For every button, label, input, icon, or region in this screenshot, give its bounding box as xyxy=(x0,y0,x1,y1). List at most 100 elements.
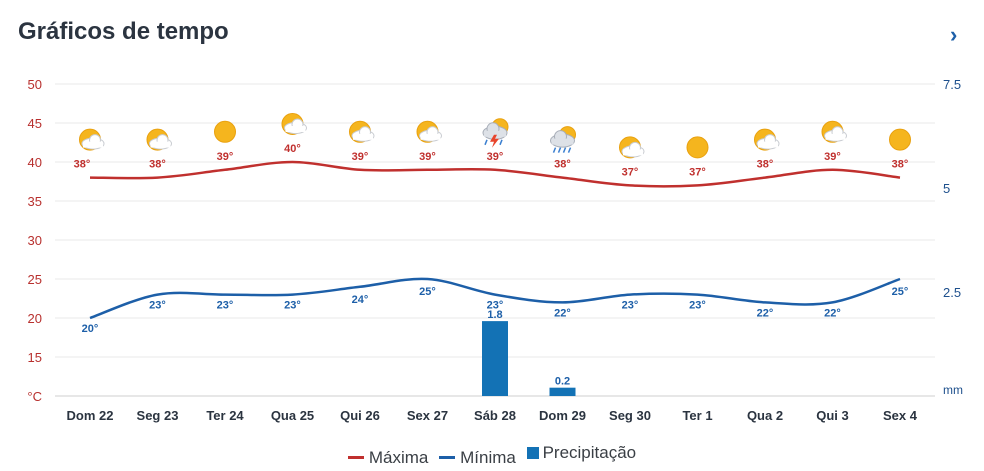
legend-item-precip[interactable]: Precipitação xyxy=(526,443,637,463)
cloud-fill xyxy=(83,141,103,148)
legend-swatch-precip xyxy=(526,447,539,459)
x-tick-label: Sex 27 xyxy=(407,408,448,423)
rain-drop xyxy=(562,147,567,153)
max-temp-label: 39° xyxy=(419,151,436,163)
cloud-fill xyxy=(758,141,778,148)
x-tick-label: Sáb 28 xyxy=(474,408,516,423)
min-temp-label: 24° xyxy=(352,294,369,306)
min-temp-label: 22° xyxy=(824,307,841,319)
rain-drop xyxy=(567,147,572,153)
x-tick-label: Sex 4 xyxy=(883,408,918,423)
y-left-tick-label: 45 xyxy=(28,116,42,131)
rain-drop xyxy=(484,139,488,146)
min-temp-label: 23° xyxy=(622,300,639,312)
max-temp-label: 38° xyxy=(757,159,774,171)
max-temp-line xyxy=(89,160,901,188)
max-temp-label: 39° xyxy=(487,151,504,163)
sun-cloud-icon xyxy=(821,120,847,143)
weather-chart: 1.8 0.2 38° 38° 39° 40° 39° 39° 39° 38° 37° 37° 38° 3… xyxy=(27,77,963,423)
min-temp-label: 20° xyxy=(82,323,99,335)
sun-icon xyxy=(214,120,236,143)
page-title: Gráficos de tempo xyxy=(18,18,229,45)
cloud-fill xyxy=(353,133,373,140)
sun-cloud-icon xyxy=(281,113,307,135)
max-temp-label: 39° xyxy=(352,151,369,163)
y-right-tick-label: 5 xyxy=(943,181,950,196)
max-temp-label: 39° xyxy=(824,151,841,163)
rain-drop xyxy=(557,147,562,153)
max-temp-label: 37° xyxy=(622,166,639,178)
rain-cloud-icon xyxy=(550,126,576,153)
min-temp-label: 22° xyxy=(757,307,774,319)
cloud-fill xyxy=(420,133,441,140)
sun-cloud-icon xyxy=(619,136,645,159)
min-temp-label: 22° xyxy=(554,307,571,319)
x-tick-label: Ter 24 xyxy=(206,408,244,423)
y-left-tick-label: 20 xyxy=(28,311,42,326)
cloud-fill xyxy=(285,126,306,132)
sun-icon xyxy=(889,128,911,151)
x-tick-label: Dom 22 xyxy=(67,408,114,423)
legend-item-max[interactable]: Máxima xyxy=(347,447,429,468)
x-tick-label: Qui 26 xyxy=(340,408,380,423)
min-temp-label: 23° xyxy=(217,300,234,312)
legend-item-min[interactable]: Mínima xyxy=(439,448,516,468)
legend-label-min: Mínima xyxy=(460,447,516,467)
max-temp-label: 38° xyxy=(149,159,166,171)
max-temp-label: 38° xyxy=(892,159,909,171)
min-temp-line xyxy=(89,277,901,320)
max-temp-label: 39° xyxy=(217,151,234,163)
chevron-right-icon[interactable]: › xyxy=(950,22,958,47)
y-left-tick-label: 40 xyxy=(28,155,42,170)
min-temp-label: 23° xyxy=(149,300,166,312)
y-left-tick-label: 30 xyxy=(28,233,42,248)
x-tick-label: Qua 2 xyxy=(747,408,783,423)
cloud-fill xyxy=(150,141,171,148)
min-temp-label: 25° xyxy=(892,286,909,298)
sun-shape xyxy=(889,128,911,151)
y-left-tick-label: °C xyxy=(27,389,42,404)
min-temp-label: 23° xyxy=(487,300,504,312)
thunderstorm-icon xyxy=(482,118,509,148)
x-tick-label: Dom 29 xyxy=(539,408,586,423)
min-temp-label: 23° xyxy=(689,300,706,312)
cloud-fill xyxy=(551,138,574,145)
y-left-tick-label: 15 xyxy=(28,350,42,365)
sun-cloud-icon xyxy=(349,120,375,143)
sun-cloud-icon xyxy=(754,128,780,151)
legend-swatch-max xyxy=(347,456,364,459)
sun-cloud-icon xyxy=(146,128,172,151)
precip-data-label: 1.8 xyxy=(487,309,502,321)
chart-legend: Máxima Mínima Precipitação xyxy=(0,443,984,468)
y-right-tick-label: 2.5 xyxy=(943,285,961,300)
y-right-unit-label: mm xyxy=(943,383,963,397)
rain-drop xyxy=(499,139,503,146)
cloud-fill xyxy=(825,133,846,140)
sun-icon xyxy=(686,136,709,159)
y-left-tick-label: 50 xyxy=(28,77,42,92)
sun-shape xyxy=(214,120,236,143)
y-left-tick-label: 35 xyxy=(28,194,42,209)
legend-label-precip: Precipitação xyxy=(542,443,637,462)
max-temp-label: 38° xyxy=(74,159,91,171)
y-left-tick-label: 25 xyxy=(28,272,42,287)
min-temp-label: 25° xyxy=(419,286,436,298)
x-tick-label: Ter 1 xyxy=(682,408,712,423)
legend-swatch-min xyxy=(439,456,456,459)
precip-data-label: 0.2 xyxy=(555,376,570,388)
max-temp-label: 37° xyxy=(689,166,706,178)
min-temp-label: 23° xyxy=(284,300,301,312)
x-tick-label: Qua 25 xyxy=(271,408,314,423)
lightning-bolt xyxy=(490,134,499,148)
max-temp-label: 38° xyxy=(554,159,571,171)
max-temp-label: 40° xyxy=(284,143,301,155)
x-tick-label: Seg 23 xyxy=(137,408,179,423)
x-tick-label: Seg 30 xyxy=(609,408,651,423)
cloud-fill xyxy=(484,130,506,137)
cloud-fill xyxy=(623,149,643,156)
legend-label-max: Máxima xyxy=(368,447,429,467)
sun-cloud-icon xyxy=(416,120,442,143)
y-right-tick-label: 7.5 xyxy=(943,77,961,92)
sun-shape xyxy=(686,136,709,159)
rain-drop xyxy=(552,147,557,153)
